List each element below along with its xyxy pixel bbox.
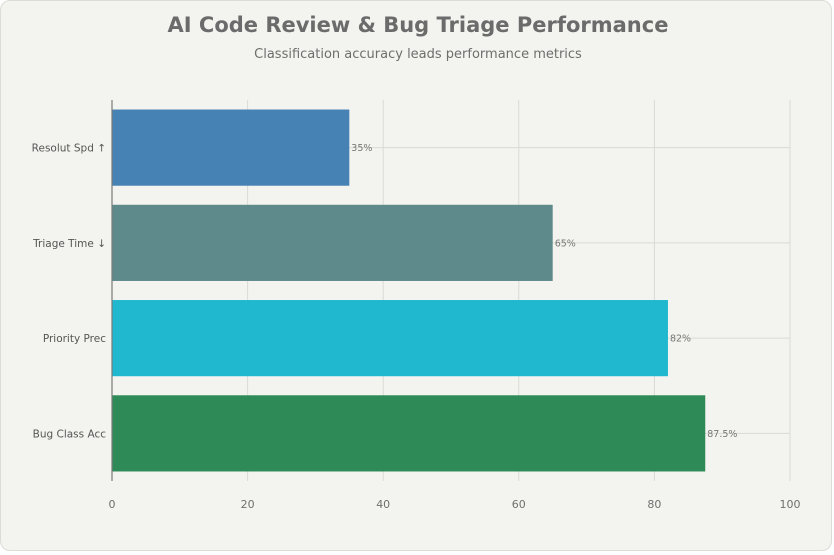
x-tick-label: 20 [241,498,255,511]
bar [112,395,706,472]
bar [112,204,553,281]
y-category-label: Triage Time ↓ [32,238,106,250]
y-category-label: Priority Prec [43,333,106,345]
bar [112,300,668,377]
x-tick-label: 40 [376,498,390,511]
x-tick-label: 100 [780,498,801,511]
bar [112,109,350,186]
bar-value-label: 82% [670,334,691,345]
bar-value-label: 35% [351,143,372,154]
x-tick-label: 60 [512,498,526,511]
y-category-label: Bug Class Acc [33,428,107,440]
bar-value-label: 65% [555,238,576,249]
chart-subtitle: Classification accuracy leads performanc… [254,47,582,62]
x-tick-label: 80 [647,498,661,511]
chart-title: AI Code Review & Bug Triage Performance [167,13,669,37]
y-category-label: Resolut Spd ↑ [32,143,106,155]
bar-value-label: 87.5% [707,429,737,440]
x-tick-label: 0 [109,498,116,511]
